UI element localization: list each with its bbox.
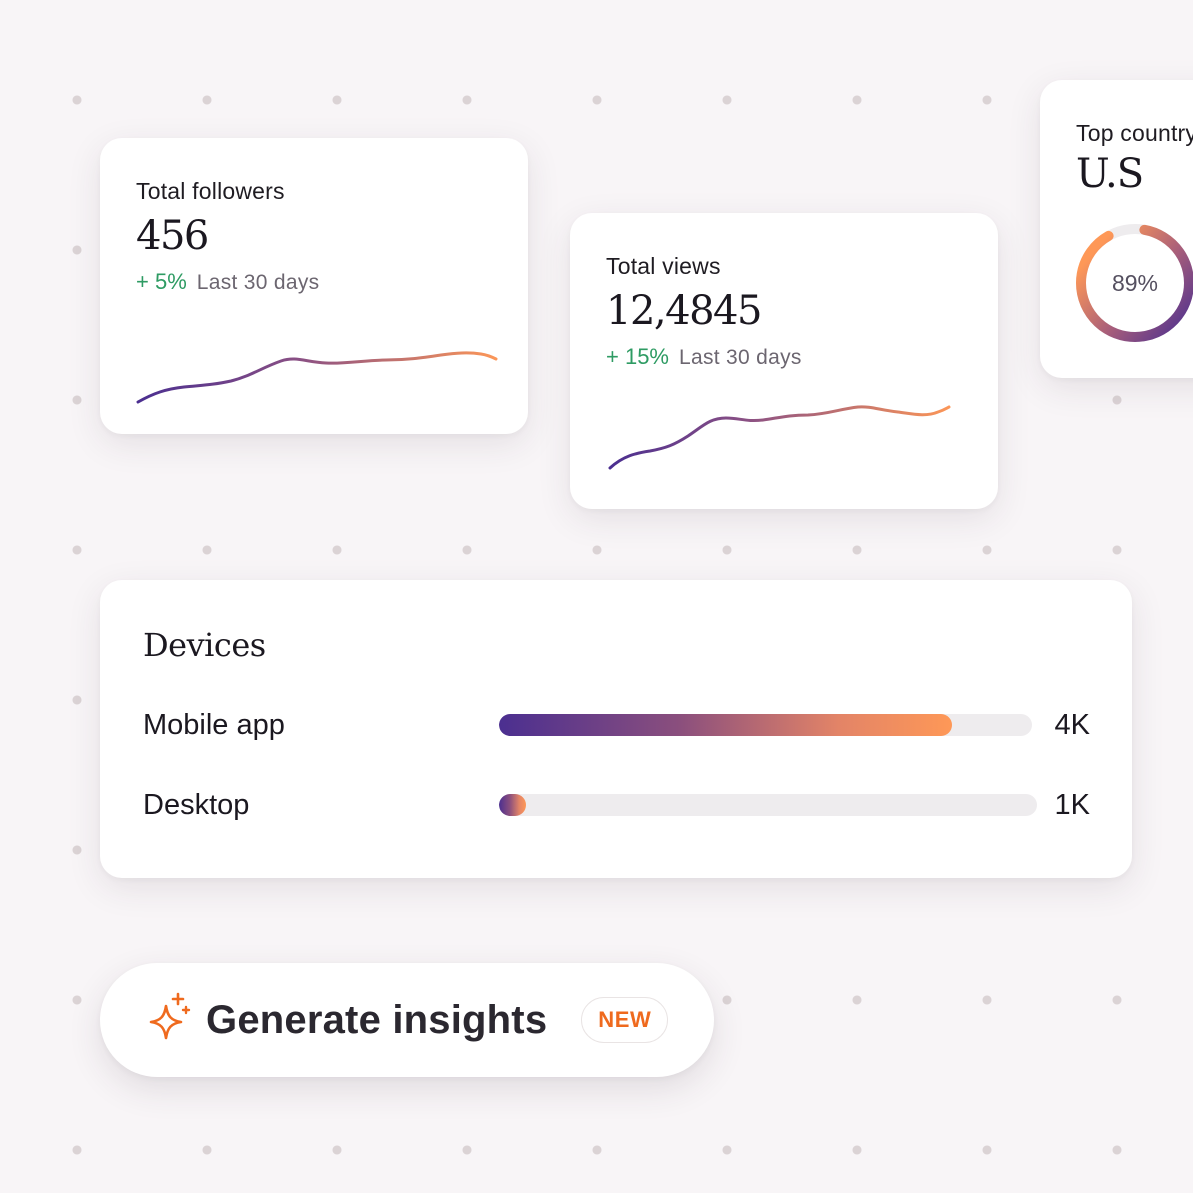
country-donut-chart xyxy=(1076,224,1193,342)
followers-period: Last 30 days xyxy=(196,271,320,294)
views-delta: + 15% xyxy=(606,344,669,369)
devices-card: Devices Mobile app 4K Desktop 1K xyxy=(100,580,1132,878)
device-bar-fill-desktop xyxy=(499,794,526,816)
views-sparkline-path xyxy=(608,405,951,470)
device-bar-fill-mobile xyxy=(499,714,953,736)
country-label: Top country xyxy=(1076,120,1193,146)
views-delta-row: + 15% Last 30 days xyxy=(606,344,998,370)
device-bar-track-mobile xyxy=(499,714,1032,736)
device-name-desktop: Desktop xyxy=(143,789,250,821)
device-value-mobile: 4K xyxy=(1054,709,1090,741)
views-label: Total views xyxy=(606,253,721,279)
followers-sparkline xyxy=(136,351,498,404)
followers-label: Total followers xyxy=(136,178,285,204)
device-row-desktop: Desktop 1K xyxy=(143,785,1090,825)
country-donut-arc xyxy=(1076,224,1193,342)
views-value: 12,4845 xyxy=(606,288,762,334)
views-period: Last 30 days xyxy=(679,346,802,369)
device-name-mobile: Mobile app xyxy=(143,709,285,741)
views-sparkline xyxy=(608,405,951,470)
country-value: U.S xyxy=(1076,151,1144,197)
views-card: Total views 12,4845 + 15% Last 30 days xyxy=(570,213,998,509)
followers-value: 456 xyxy=(136,213,209,259)
country-percent: 89% xyxy=(1111,269,1159,296)
followers-sparkline-path xyxy=(136,351,498,404)
sparkle-icon xyxy=(149,992,191,1040)
followers-delta-row: + 5% Last 30 days xyxy=(136,269,528,295)
followers-card: Total followers 456 + 5% Last 30 days xyxy=(100,138,528,434)
device-row-mobile: Mobile app 4K xyxy=(143,705,1090,745)
followers-delta: + 5% xyxy=(136,269,187,294)
country-card: Top country U.S 89% xyxy=(1040,80,1193,378)
new-badge: NEW xyxy=(581,997,669,1043)
generate-insights-button[interactable]: Generate insights NEW xyxy=(100,963,714,1077)
device-value-desktop: 1K xyxy=(1054,789,1090,821)
generate-insights-label: Generate insights xyxy=(206,997,548,1042)
device-bar-track-desktop xyxy=(499,794,1037,816)
devices-title: Devices xyxy=(143,626,266,664)
country-donut: 89% xyxy=(1074,222,1193,344)
